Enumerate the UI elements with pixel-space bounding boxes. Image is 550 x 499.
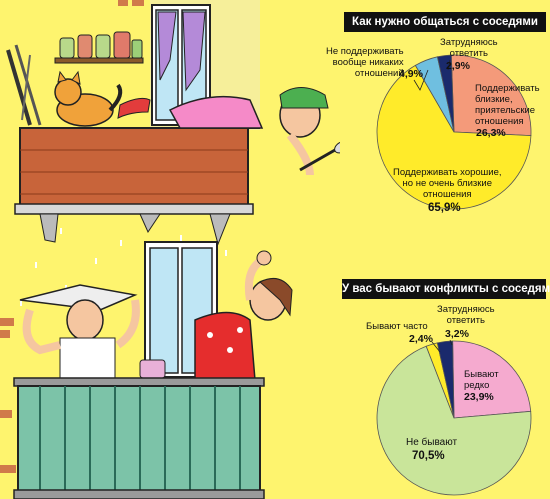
wall-bricks (0, 0, 144, 473)
chart2-title: У вас бывают конфликты с соседями? (342, 279, 550, 299)
chart1-label-close: Поддерживать близкие, приятельские отношени… (475, 83, 540, 127)
chart1-leader-none (413, 69, 429, 91)
chart2-label-rare: Бывают редко (464, 369, 499, 391)
cat (54, 70, 123, 127)
chart1-value-good: 65,9% (428, 202, 461, 214)
chart1-slice-3 (436, 54, 455, 133)
lower-balcony (13, 377, 265, 499)
chart1-title: Как нужно общаться с соседями (344, 12, 546, 32)
chart2-label-hard: Затрудняюсь ответить (437, 304, 495, 326)
chart1-slice-0 (450, 54, 532, 137)
skis (6, 44, 42, 126)
chart2-slice-1 (376, 345, 532, 496)
upper-window (151, 4, 211, 126)
woman-leaning (117, 87, 340, 176)
chart2-value-rare: 23,9% (464, 391, 494, 403)
woman-shouting (139, 250, 293, 381)
chart2-leader-hard (449, 339, 453, 346)
chart1-value-none: 4,9% (399, 68, 423, 80)
chart1-label-good: Поддерживать хорошие, но не очень близкие… (393, 167, 502, 200)
chart2-slice-3 (436, 340, 455, 419)
chart1-leader-hard (447, 59, 451, 71)
chart1-value-hard: 2,9% (446, 60, 470, 72)
chart1-value-close: 26,3% (476, 127, 506, 139)
chart2-value-often: 2,4% (409, 333, 433, 345)
chart2-value-hard: 3,2% (445, 328, 469, 340)
chart2-value-never: 70,5% (412, 450, 445, 462)
chart1-label-hard: Затрудняюсь ответить (440, 37, 498, 59)
chart2-leader-often (431, 341, 441, 353)
upper-balcony (14, 127, 254, 246)
chart2-label-often: Бывают часто (366, 321, 428, 332)
chart2-label-never: Не бывают (406, 437, 458, 448)
balcony-illustration (0, 0, 340, 499)
man-with-newspaper (19, 284, 140, 384)
chart2-slice-0 (452, 340, 532, 419)
chart1-label-none: Не поддерживать вообще никаких отношений (326, 46, 404, 79)
chart1-slice-1 (376, 64, 532, 210)
jars-shelf (54, 31, 144, 64)
